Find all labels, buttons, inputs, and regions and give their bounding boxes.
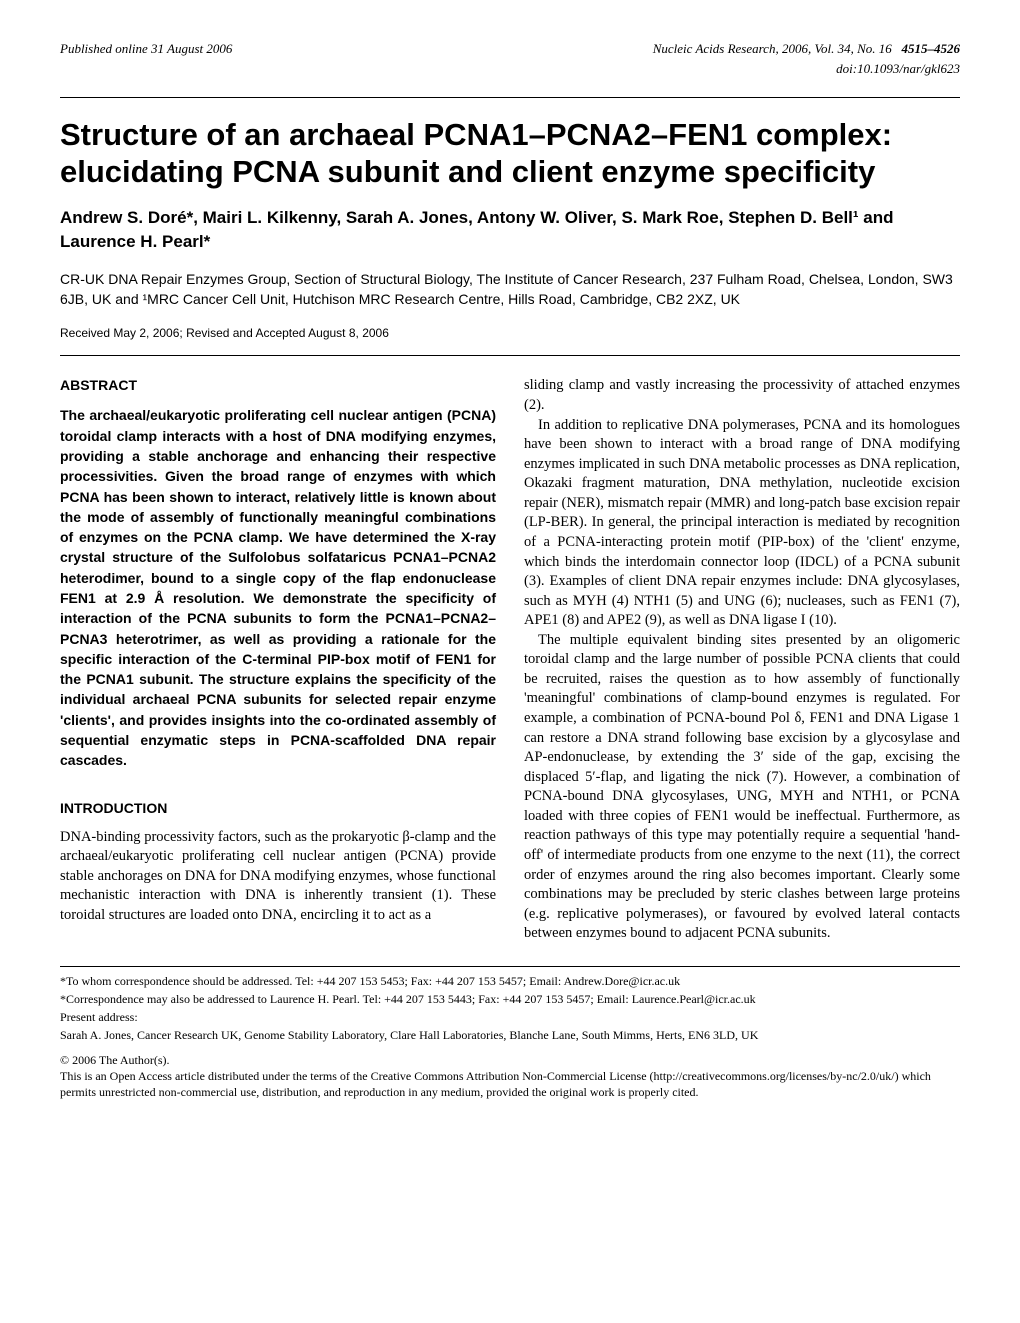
two-column-body: ABSTRACT The archaeal/eukaryotic prolife… <box>60 376 960 943</box>
affiliation: CR-UK DNA Repair Enzymes Group, Section … <box>60 270 960 309</box>
footnote-present-address: Sarah A. Jones, Cancer Research UK, Geno… <box>60 1027 960 1043</box>
header-line: Published online 31 August 2006 Nucleic … <box>60 40 960 58</box>
authors-line: Andrew S. Doré*, Mairi L. Kilkenny, Sara… <box>60 206 960 254</box>
right-column-text: sliding clamp and vastly increasing the … <box>524 376 960 943</box>
footnotes: *To whom correspondence should be addres… <box>60 973 960 1044</box>
col2-p3: The multiple equivalent binding sites pr… <box>524 631 960 944</box>
copyright-block: © 2006 The Author(s). This is an Open Ac… <box>60 1052 960 1101</box>
footnote-present-address-label: Present address: <box>60 1009 960 1025</box>
top-divider <box>60 97 960 98</box>
received-dates: Received May 2, 2006; Revised and Accept… <box>60 325 960 341</box>
footnote-correspondence-1: *To whom correspondence should be addres… <box>60 973 960 989</box>
license-text: This is an Open Access article distribut… <box>60 1068 960 1100</box>
footer-divider <box>60 966 960 967</box>
doi-line: doi:10.1093/nar/gkl623 <box>60 60 960 78</box>
introduction-heading: INTRODUCTION <box>60 799 496 818</box>
left-column: ABSTRACT The archaeal/eukaryotic prolife… <box>60 376 496 943</box>
col2-p2: In addition to replicative DNA polymeras… <box>524 416 960 631</box>
mid-divider <box>60 355 960 356</box>
footnote-correspondence-2: *Correspondence may also be addressed to… <box>60 991 960 1007</box>
journal-info: Nucleic Acids Research, 2006, Vol. 34, N… <box>653 40 960 58</box>
published-online: Published online 31 August 2006 <box>60 40 232 58</box>
copyright-line: © 2006 The Author(s). <box>60 1052 960 1068</box>
col2-p1: sliding clamp and vastly increasing the … <box>524 376 960 415</box>
abstract-text: The archaeal/eukaryotic proliferating ce… <box>60 405 496 770</box>
intro-paragraph-1: DNA-binding processivity factors, such a… <box>60 828 496 926</box>
right-column: sliding clamp and vastly increasing the … <box>524 376 960 943</box>
abstract-heading: ABSTRACT <box>60 376 496 395</box>
paper-title: Structure of an archaeal PCNA1–PCNA2–FEN… <box>60 116 960 190</box>
